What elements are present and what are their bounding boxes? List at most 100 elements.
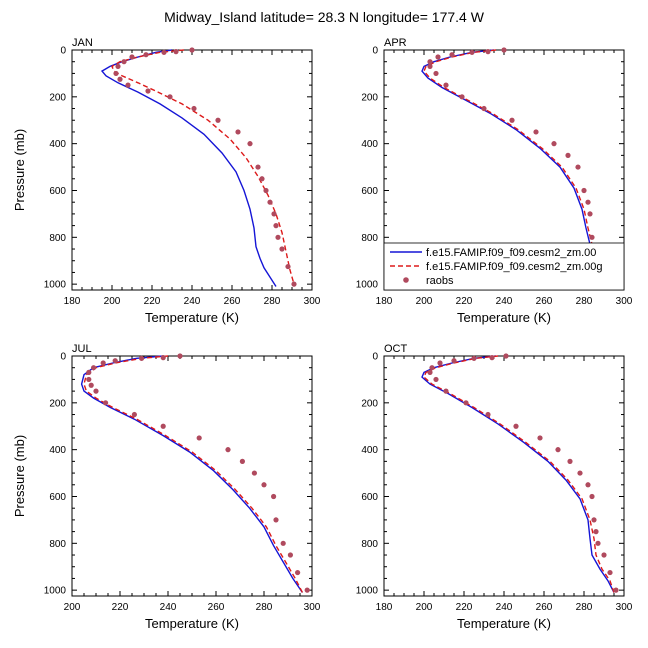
x-tick-label: 300: [304, 296, 321, 307]
y-tick-label: 200: [361, 398, 378, 409]
obs-point: [429, 365, 435, 371]
x-tick-label: 240: [184, 296, 201, 307]
y-tick-label: 0: [372, 352, 378, 363]
x-axis-title: Temperature (K): [145, 616, 239, 631]
obs-point: [235, 129, 241, 135]
y-tick-label: 800: [49, 233, 66, 244]
obs-point: [551, 141, 557, 147]
plot-frame: [383, 355, 625, 597]
y-tick-label: 600: [49, 492, 66, 503]
obs-point: [537, 435, 543, 441]
obs-point: [161, 49, 167, 55]
x-tick-label: 280: [264, 296, 281, 307]
legend-box: [383, 242, 625, 291]
obs-point: [575, 164, 581, 170]
y-tick-label: 1000: [356, 280, 379, 291]
x-tick-label: 200: [416, 296, 433, 307]
obs-point: [93, 388, 99, 394]
obs-point: [273, 517, 279, 523]
obs-point: [481, 105, 487, 112]
y-tick-label: 200: [361, 92, 378, 103]
plot-frame: [71, 49, 313, 291]
obs-point: [509, 117, 515, 123]
obs-point: [567, 458, 573, 464]
obs-point: [251, 470, 257, 476]
panel-label: APR: [384, 37, 407, 49]
obs-point: [145, 88, 151, 94]
obs-point: [131, 411, 137, 418]
obs-point: [239, 458, 245, 464]
x-tick-label: 280: [576, 602, 593, 613]
obs-point: [427, 63, 433, 69]
obs-point: [437, 360, 443, 366]
obs-point: [503, 353, 509, 359]
obs-point: [261, 482, 267, 488]
y-tick-label: 400: [49, 445, 66, 456]
obs-point: [585, 199, 591, 205]
obs-point: [191, 105, 197, 112]
obs-point: [139, 355, 145, 361]
obs-point: [485, 411, 491, 418]
obs-point: [275, 234, 281, 240]
obs-point: [585, 482, 591, 488]
obs-point: [469, 49, 475, 55]
obs-point: [427, 59, 433, 65]
x-tick-label: 220: [456, 602, 473, 613]
obs-point: [173, 49, 179, 55]
y-tick-label: 200: [49, 92, 66, 103]
x-tick-label: 200: [104, 296, 121, 307]
x-tick-label: 180: [376, 602, 393, 613]
x-tick-label: 260: [208, 602, 225, 613]
obs-point: [433, 376, 439, 383]
obs-point: [513, 423, 519, 429]
x-tick-label: 220: [456, 296, 473, 307]
x-tick-label: 260: [536, 296, 553, 307]
y-tick-label: 1000: [44, 586, 67, 597]
obs-point: [117, 76, 123, 82]
y-tick-label: 400: [49, 139, 66, 150]
x-tick-label: 280: [256, 602, 273, 613]
y-tick-label: 600: [361, 492, 378, 503]
x-tick-label: 180: [376, 296, 393, 307]
obs-point: [443, 388, 449, 394]
panel-label: OCT: [384, 343, 408, 355]
obs-point: [259, 176, 265, 182]
x-tick-label: 200: [64, 602, 81, 613]
obs-point: [593, 529, 599, 535]
x-tick-label: 260: [224, 296, 241, 307]
obs-point: [279, 246, 285, 252]
obs-point: [587, 211, 593, 217]
obs-point: [225, 447, 231, 453]
legend-swatch-obs: [403, 277, 409, 283]
obs-point: [433, 70, 439, 77]
obs-point: [167, 94, 173, 100]
obs-point: [601, 552, 607, 558]
obs-point: [267, 199, 273, 205]
obs-point: [607, 569, 613, 576]
obs-point: [501, 47, 507, 53]
legend: f.e15.FAMIP.f09_f09.cesm2_zm.00 f.e15.FAM…: [383, 242, 625, 291]
obs-point: [160, 355, 166, 361]
y-tick-label: 800: [361, 233, 378, 244]
obs-point: [247, 141, 253, 147]
obs-point: [271, 493, 277, 500]
legend-entry: f.e15.FAMIP.f09_f09.cesm2_zm.00g: [426, 261, 603, 273]
obs-point: [112, 358, 118, 364]
obs-point: [86, 369, 92, 375]
y-tick-label: 200: [49, 398, 66, 409]
x-tick-label: 300: [616, 296, 633, 307]
x-tick-label: 240: [496, 296, 513, 307]
obs-point: [565, 152, 571, 158]
panel-apr: 180 200 220 240 260 280 300 0 200 400 600 800 1000 AP…: [356, 37, 633, 325]
obs-point: [443, 82, 449, 88]
obs-point: [271, 211, 277, 217]
obs-point: [471, 355, 477, 361]
obs-point: [555, 447, 561, 453]
obs-point: [449, 52, 455, 58]
x-axis-title: Temperature (K): [145, 310, 239, 325]
x-tick-label: 200: [416, 602, 433, 613]
obs-point: [485, 49, 491, 55]
obs-point: [263, 187, 269, 194]
panel-oct: 180 200 220 240 260 280 300 0 200 400 600 800 1000 OC…: [356, 343, 633, 631]
x-axis-title: Temperature (K): [457, 616, 551, 631]
